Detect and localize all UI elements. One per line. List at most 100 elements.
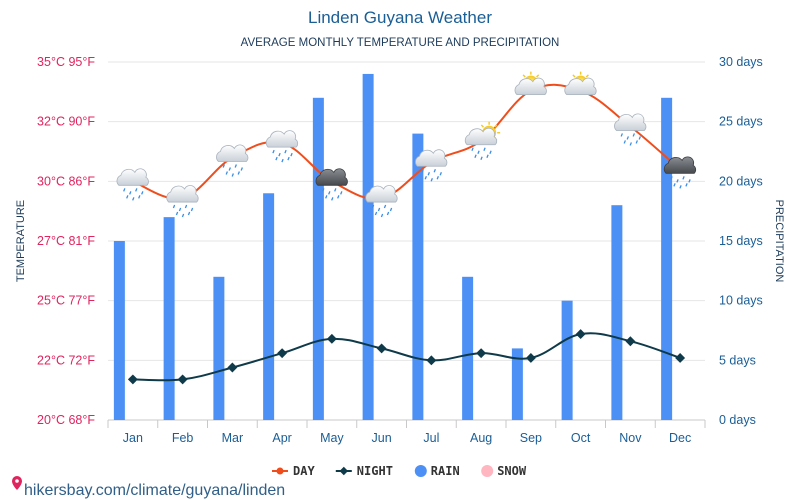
legend-item-day: DAY — [272, 464, 315, 478]
rain-drop — [673, 183, 676, 187]
rain-drop — [231, 173, 234, 177]
rain-drop — [620, 133, 623, 137]
chart-legend: DAY NIGHT RAIN SNOW — [272, 464, 527, 478]
night-temperature-point — [625, 336, 636, 347]
rain-drop — [141, 191, 144, 195]
rain-drop — [670, 176, 673, 180]
rain-cloud-icon — [614, 113, 647, 146]
rain-drop — [287, 156, 290, 161]
legend-label: SNOW — [497, 464, 527, 478]
night-temperature-point — [675, 352, 686, 363]
rain-drop — [129, 191, 132, 195]
rain-drop — [126, 195, 129, 199]
cloud-shape — [216, 144, 249, 162]
rain-drop — [436, 175, 439, 180]
rain-drop — [433, 168, 436, 173]
cloud-shape — [514, 77, 547, 96]
rain-drop — [337, 195, 340, 199]
cloud-shape — [464, 127, 498, 146]
rain-drop — [187, 211, 191, 216]
rain-drop — [483, 147, 486, 152]
weather-icons — [116, 71, 697, 218]
month-label: Jun — [372, 431, 392, 445]
cloud-shape — [663, 156, 697, 174]
rain-drop — [626, 136, 629, 140]
rain-bar — [163, 217, 175, 420]
precipitation-tick-label: 25 days — [719, 115, 763, 129]
temperature-lines — [127, 83, 686, 385]
legend-label: NIGHT — [357, 464, 393, 478]
storm-cloud-icon — [663, 156, 697, 189]
month-label: Aug — [470, 431, 492, 445]
month-label: Apr — [272, 431, 291, 445]
rain-drop — [377, 207, 381, 212]
cloud-shape — [116, 168, 149, 186]
night-temperature-point — [177, 374, 188, 385]
rain-drop — [371, 204, 375, 209]
rain-drop — [638, 136, 641, 140]
month-label: Dec — [669, 431, 691, 445]
rain-cloud-icon — [265, 130, 299, 163]
precipitation-axis-title: PRECIPITATION — [773, 200, 785, 283]
rain-drop — [340, 191, 343, 195]
sun-ray — [522, 74, 526, 78]
rain-drop — [380, 213, 384, 218]
rain-bar — [263, 193, 275, 420]
night-temperature-point — [326, 333, 337, 344]
rain-drop — [334, 188, 337, 192]
rain-drop — [325, 195, 328, 199]
rain-drop — [272, 149, 275, 154]
legend-marker — [414, 465, 427, 477]
temperature-tick-label: 30°C 86°F — [37, 174, 95, 188]
precipitation-tick-label: 15 days — [719, 234, 763, 248]
precipitation-tick-label: 0 days — [719, 413, 756, 427]
rain-bar — [312, 97, 324, 421]
temperature-tick-label: 32°C 90°F — [37, 115, 95, 129]
sun-ray — [572, 74, 576, 78]
rain-drop — [284, 149, 287, 154]
rain-drop — [240, 167, 243, 171]
rain-drop — [322, 188, 325, 192]
rain-drop — [132, 197, 135, 201]
precipitation-tick-label: 20 days — [719, 174, 763, 188]
rain-drop — [474, 154, 477, 159]
rain-drop — [225, 171, 228, 175]
temperature-tick-label: 25°C 77°F — [37, 294, 95, 308]
chart-title: Linden Guyana Weather — [308, 8, 492, 27]
rain-drop — [632, 133, 635, 137]
location-pin-icon — [12, 476, 22, 490]
cloud-shape — [614, 113, 647, 131]
rain-cloud-icon — [415, 149, 448, 182]
rain-drop — [237, 171, 240, 175]
rain-bar — [362, 73, 374, 420]
rain-drop — [688, 179, 691, 183]
rain-drop — [685, 183, 688, 187]
rain-drop — [190, 207, 194, 212]
rain-drop — [331, 197, 334, 201]
sun-cloud-icon — [514, 71, 547, 96]
source-url: hikersbay.com/climate/guyana/linden — [24, 482, 285, 499]
month-label: Jan — [123, 431, 143, 445]
rain-bar — [462, 276, 474, 420]
rain-bar — [213, 276, 225, 420]
rain-bars — [113, 73, 673, 421]
rain-drop — [430, 177, 433, 182]
rain-drop — [421, 168, 424, 173]
month-axis: Jan Feb Mar Apr May Jun Jul Aug Sep Oct Nov Dec — [107, 420, 706, 445]
legend-label: RAIN — [431, 464, 460, 478]
source-link[interactable]: hikersbay.com/climate/guyana/linden — [12, 476, 285, 499]
precipitation-tick-label: 10 days — [719, 294, 763, 308]
legend-marker — [339, 466, 349, 476]
rain-drop — [682, 176, 685, 180]
temperature-axis: 20°C 68°F 22°C 72°F 25°C 77°F 27°C 81°F 30°C… — [37, 55, 95, 427]
rain-drop — [480, 156, 483, 161]
rain-drop — [477, 150, 480, 155]
temperature-tick-label: 20°C 68°F — [37, 413, 95, 427]
rain-cloud-icon — [216, 144, 249, 177]
month-label: May — [320, 431, 344, 445]
rain-drop — [427, 171, 430, 176]
rain-drop — [635, 140, 638, 144]
rain-drop — [281, 158, 284, 163]
sun-ray — [536, 74, 540, 78]
